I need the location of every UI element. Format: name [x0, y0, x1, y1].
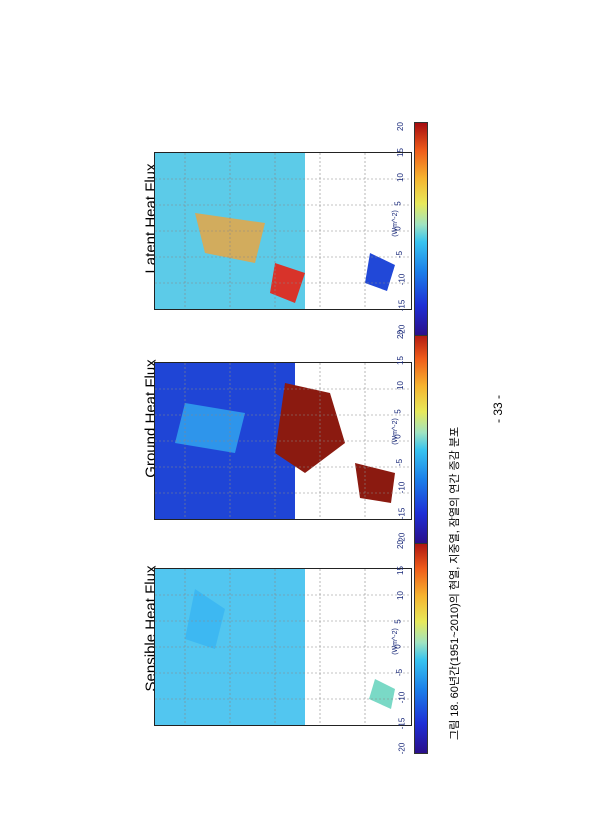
latent-map-svg	[155, 153, 411, 309]
ground-map-svg	[155, 363, 411, 519]
colorbar-tick-label: -5	[395, 250, 405, 258]
colorbar-unit-ground: (Wm^-2)	[391, 418, 399, 445]
colorbar-tick-label: 10	[395, 381, 405, 390]
colorbar-tick-label: -20	[397, 742, 407, 755]
map-latent	[154, 152, 412, 310]
colorbar-tick-label: -5	[395, 668, 405, 676]
colorbar-tick-label: -10	[397, 273, 407, 286]
colorbar-tick-label: -15	[397, 299, 407, 311]
colorbar-tick-label: 5	[393, 618, 403, 624]
colorbar-tick-label: 10	[395, 591, 405, 600]
colorbar-tick-label: 5	[393, 200, 403, 206]
colorbar-tick-label: 5	[393, 408, 403, 414]
colorbar-sensible	[414, 540, 428, 754]
map-sensible	[154, 568, 412, 726]
colorbar-tick-label: -10	[397, 481, 407, 494]
colorbar-tick-label: 15	[395, 355, 405, 365]
colorbar-tick-label: 15	[395, 147, 405, 157]
colorbar-tick-label: -15	[397, 717, 407, 729]
colorbar-tick-label: -15	[397, 507, 407, 519]
colorbar-tick-label: 20	[395, 122, 405, 131]
page-number: - 33 -	[491, 394, 506, 424]
figure-caption-text: 그림 18. 60년간(1951~2010)의 현열, 지중열, 잠열의 연간 …	[449, 426, 461, 740]
colorbar-unit-sensible: (Wm^-2)	[391, 628, 399, 655]
colorbar-tick-label: -10	[397, 691, 407, 704]
colorbar-tick-label: -20	[397, 532, 407, 545]
colorbar-unit-latent: (Wm^-2)	[391, 210, 399, 237]
colorbar-tick-label: -5	[395, 458, 405, 466]
colorbar-tick-label: 15	[395, 565, 405, 575]
colorbar-tick-label: 10	[395, 173, 405, 182]
colorbar-ground	[414, 330, 428, 544]
map-ground	[154, 362, 412, 520]
colorbar-latent	[414, 122, 428, 336]
colorbar-tick-label: -20	[397, 324, 407, 337]
sensible-map-svg	[155, 569, 411, 725]
